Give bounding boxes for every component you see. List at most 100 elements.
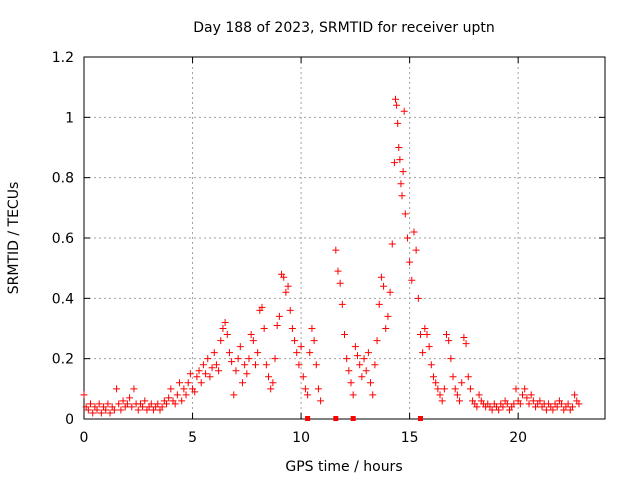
data-point [458, 379, 466, 387]
data-point [225, 349, 233, 357]
data-point [462, 340, 470, 348]
data-point [87, 400, 95, 408]
x-tick-label: 0 [80, 430, 89, 446]
data-point [371, 361, 379, 369]
data-point [354, 352, 362, 360]
data-point [310, 337, 318, 345]
data-point [367, 379, 375, 387]
data-point [165, 394, 173, 402]
x-tick-label: 10 [292, 430, 310, 446]
data-point [399, 168, 407, 176]
data-point [238, 379, 246, 387]
data-point [395, 144, 403, 151]
data-point [434, 385, 442, 393]
data-point [178, 397, 186, 405]
data-point [306, 349, 314, 357]
data-point [425, 343, 433, 351]
data-point [241, 361, 249, 369]
data-point [401, 210, 409, 218]
data-point [126, 394, 134, 402]
data-point [84, 406, 92, 414]
data-point [258, 303, 266, 311]
data-point [210, 349, 218, 357]
data-point [503, 400, 511, 408]
data-point [154, 400, 162, 408]
data-point [223, 331, 231, 339]
data-point [414, 294, 422, 302]
data-point [447, 355, 455, 363]
data-point [473, 403, 481, 411]
data-point [571, 391, 579, 399]
data-point [267, 385, 275, 393]
data-point [332, 246, 340, 254]
data-point [147, 400, 155, 408]
data-point [312, 361, 320, 369]
data-point [440, 385, 448, 393]
data-point [432, 379, 440, 387]
data-point [251, 361, 259, 369]
data-point [273, 321, 281, 329]
data-point [373, 337, 381, 345]
data-point [110, 406, 118, 414]
data-point [377, 273, 385, 281]
data-point [95, 400, 103, 408]
data-point [400, 107, 408, 115]
data-point [199, 361, 207, 369]
data-point [115, 400, 123, 408]
data-point [343, 355, 351, 363]
data-point [386, 288, 394, 296]
data-point [347, 379, 355, 387]
data-point [451, 385, 459, 393]
data-point [230, 391, 238, 399]
data-point [464, 373, 472, 381]
data-point [466, 385, 474, 393]
data-point [80, 391, 88, 399]
data-point [529, 397, 537, 405]
data-point [423, 331, 431, 339]
data-point [291, 337, 299, 345]
data-point [167, 385, 175, 393]
data-point [186, 370, 194, 378]
data-point [516, 400, 524, 408]
data-point [575, 400, 583, 408]
data-point [410, 228, 418, 236]
data-point [336, 279, 344, 287]
data-point [304, 391, 312, 399]
data-point [360, 355, 368, 363]
data-point [412, 246, 420, 254]
data-point [93, 406, 101, 414]
data-point [416, 331, 424, 339]
data-point [393, 101, 401, 109]
data-point [104, 400, 112, 408]
data-point [519, 391, 527, 399]
data-point [460, 334, 468, 342]
data-point [499, 403, 507, 411]
data-point [269, 379, 277, 387]
axis-marker [333, 416, 339, 421]
data-point [117, 406, 125, 414]
data-point [358, 373, 366, 381]
data-point [308, 325, 316, 332]
data-point [193, 373, 201, 381]
data-point [564, 400, 572, 408]
data-point [521, 385, 529, 393]
axis-markers [305, 416, 423, 421]
data-point [286, 306, 294, 314]
data-points [80, 95, 583, 417]
x-axis-label: GPS time / hours [285, 459, 402, 475]
data-point [97, 409, 105, 417]
data-point [341, 331, 348, 339]
y-tick-label: 0.6 [52, 231, 74, 247]
data-point [443, 331, 451, 339]
data-point [275, 312, 283, 320]
data-point [234, 355, 242, 363]
data-point [430, 373, 438, 381]
data-point [375, 300, 383, 308]
data-point [232, 367, 240, 375]
y-tick-label: 0 [65, 412, 74, 428]
data-point [419, 349, 427, 357]
data-point [208, 364, 216, 372]
data-point [293, 349, 301, 357]
data-point [362, 367, 370, 375]
